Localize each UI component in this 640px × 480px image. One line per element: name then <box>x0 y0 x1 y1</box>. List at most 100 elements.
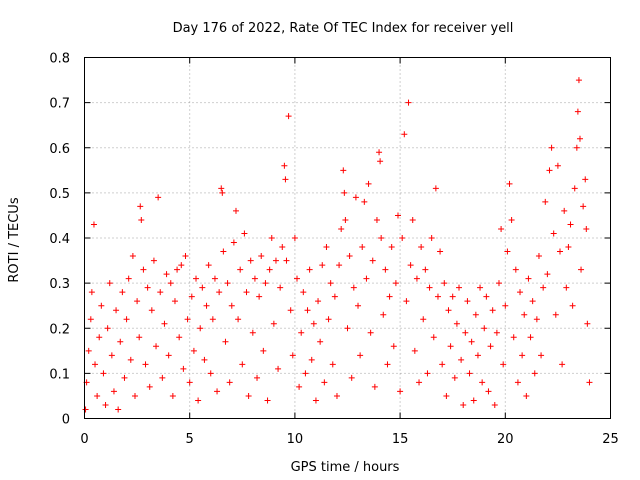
data-point <box>483 293 490 300</box>
data-point <box>239 361 246 368</box>
data-point <box>176 334 183 341</box>
data-point <box>439 361 446 368</box>
data-point <box>394 212 401 219</box>
data-point <box>327 280 334 287</box>
data-point <box>235 316 242 323</box>
y-tick-label: 0.2 <box>49 322 70 337</box>
data-point <box>447 343 454 350</box>
data-point <box>96 334 103 341</box>
data-point <box>527 334 534 341</box>
data-point <box>470 397 477 404</box>
data-point <box>298 329 305 336</box>
data-point <box>92 361 99 368</box>
data-point <box>538 352 545 359</box>
data-point <box>282 176 289 183</box>
data-point <box>535 253 542 260</box>
data-point <box>291 235 298 241</box>
data-point <box>98 302 105 309</box>
data-point <box>211 275 218 282</box>
data-point <box>312 397 319 404</box>
plot-frame <box>84 57 611 419</box>
data-point <box>275 365 282 372</box>
data-point <box>401 131 408 138</box>
data-point <box>137 203 144 210</box>
data-point <box>171 298 178 305</box>
data-point <box>321 379 328 386</box>
data-point <box>195 397 202 404</box>
data-point <box>344 325 351 332</box>
data-point <box>510 334 517 341</box>
data-point <box>283 257 290 264</box>
data-point <box>178 262 185 269</box>
data-point <box>180 365 187 372</box>
data-point <box>85 347 92 354</box>
data-point <box>251 275 258 282</box>
data-point <box>331 293 338 300</box>
data-point <box>222 338 229 345</box>
data-point <box>373 216 380 223</box>
data-point <box>144 284 151 291</box>
data-point <box>193 275 200 282</box>
data-point <box>445 307 452 314</box>
data-point <box>125 275 132 282</box>
data-point <box>146 383 153 390</box>
data-point <box>363 275 370 282</box>
data-point <box>437 248 444 255</box>
data-point <box>443 392 450 399</box>
x-tick-label: 5 <box>186 432 194 447</box>
data-point <box>413 275 420 282</box>
data-point <box>348 374 355 381</box>
data-point <box>428 235 435 241</box>
data-point <box>163 271 170 278</box>
data-point <box>256 293 263 300</box>
chart-title: Day 176 of 2022, Rate Of TEC Index for r… <box>173 21 514 36</box>
data-point <box>209 316 216 323</box>
data-point <box>571 185 578 192</box>
data-point <box>550 230 557 237</box>
data-point <box>325 316 332 323</box>
data-point <box>352 194 359 201</box>
x-tick-label: 20 <box>497 432 514 447</box>
data-point <box>392 280 399 287</box>
data-point <box>205 262 212 269</box>
data-point <box>506 180 513 187</box>
data-point <box>355 302 362 309</box>
data-point <box>409 216 416 223</box>
data-point <box>100 370 107 377</box>
data-point <box>232 207 239 214</box>
data-point <box>308 356 315 363</box>
data-point <box>346 253 353 260</box>
data-point <box>258 253 265 260</box>
data-point <box>350 284 357 291</box>
data-point <box>580 203 587 210</box>
data-point <box>304 307 311 314</box>
data-point <box>573 144 580 151</box>
data-point <box>489 307 496 314</box>
data-point <box>533 316 540 323</box>
data-point <box>266 266 273 273</box>
data-point <box>268 235 275 241</box>
data-point <box>296 383 303 390</box>
data-point <box>462 329 469 336</box>
data-point <box>329 361 336 368</box>
data-point <box>82 406 89 413</box>
data-point <box>165 352 172 359</box>
data-point <box>386 293 393 300</box>
y-tick-label: 0 <box>62 413 70 428</box>
data-point <box>563 284 570 291</box>
data-point <box>117 338 124 345</box>
data-point <box>88 289 95 296</box>
data-point <box>384 361 391 368</box>
data-point <box>466 370 473 377</box>
data-point <box>405 99 412 106</box>
data-point <box>148 307 155 314</box>
data-point <box>188 293 195 300</box>
data-point <box>216 289 223 296</box>
data-point <box>411 347 418 354</box>
data-point <box>552 311 559 318</box>
data-point <box>247 257 254 264</box>
data-point <box>525 275 532 282</box>
data-point <box>104 325 111 332</box>
data-point <box>377 158 384 165</box>
data-point <box>159 374 166 381</box>
